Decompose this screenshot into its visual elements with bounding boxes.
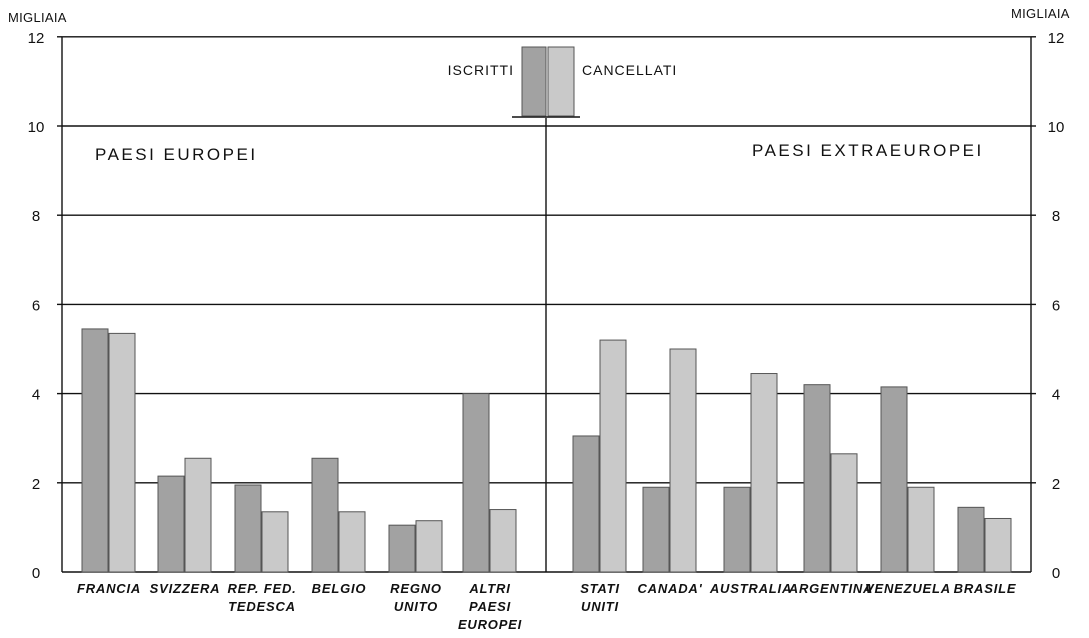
left-unit-label: MIGLIAIA [8, 10, 67, 25]
x-tick-label-6-0: STATI [580, 581, 620, 596]
x-tick-label-6-1: UNITI [581, 599, 619, 614]
bar-iscritti-3 [311, 457, 339, 573]
x-tick-label-0-0: FRANCIA [77, 581, 141, 596]
bar-cancellati-8 [750, 373, 778, 573]
right-unit-label: MIGLIAIA [1011, 6, 1070, 21]
x-tick-label-4-0: REGNO [390, 581, 442, 596]
x-tick-label-3-0: BELGIO [312, 581, 367, 596]
y-tick-left-6: 6 [32, 297, 40, 314]
x-tick-label-10-0: VENEZUELA [865, 581, 951, 596]
grid-layer [57, 36, 1036, 573]
bar-iscritti-10 [880, 386, 908, 573]
bar-cancellati-3 [338, 511, 366, 573]
bar-cancellati-2 [261, 511, 289, 573]
bar-cancellati-0 [108, 332, 136, 573]
bar-cancellati-5 [489, 509, 517, 573]
y-tick-right-4: 4 [1052, 387, 1060, 404]
y-tick-left-12: 12 [28, 30, 45, 47]
bar-cancellati-10 [907, 486, 935, 573]
x-tick-label-5-1: PAESI [469, 599, 511, 614]
bar-cancellati-9 [830, 453, 858, 573]
x-tick-label-8-0: AUSTRALIA [709, 581, 792, 596]
bars-layer [81, 46, 1012, 573]
bar-iscritti-1 [157, 475, 185, 573]
bar-cancellati-1 [184, 457, 212, 573]
x-tick-label-4-1: UNITO [394, 599, 438, 614]
y-tick-right-6: 6 [1052, 297, 1060, 314]
legend-swatch-iscritti [521, 46, 547, 117]
y-tick-right-8: 8 [1052, 208, 1060, 225]
y-tick-left-2: 2 [32, 476, 40, 493]
bar-cancellati-4 [415, 520, 443, 573]
x-tick-label-2-1: TEDESCA [228, 599, 296, 614]
x-tick-label-1-0: SVIZZERA [150, 581, 221, 596]
bar-iscritti-0 [81, 328, 109, 573]
x-tick-label-11-0: BRASILE [954, 581, 1017, 596]
x-tick-label-5-0: ALTRI [468, 581, 510, 596]
bar-iscritti-11 [957, 506, 985, 573]
bar-iscritti-5 [462, 393, 490, 573]
y-tick-right-12: 12 [1048, 30, 1065, 47]
group-label-extra-europe: PAESI EXTRAEUROPEI [752, 141, 984, 160]
x-tick-label-9-0: ARGENTINA [788, 581, 873, 596]
y-tick-right-2: 2 [1052, 476, 1060, 493]
bar-cancellati-6 [599, 339, 627, 573]
bar-iscritti-2 [234, 484, 262, 573]
x-tick-label-5-2: EUROPEI [458, 617, 522, 632]
legend-swatch-cancellati [547, 46, 575, 117]
y-tick-left-10: 10 [28, 119, 45, 136]
bar-iscritti-4 [388, 524, 416, 573]
bar-cancellati-7 [669, 348, 697, 573]
bar-iscritti-6 [572, 435, 600, 573]
y-tick-left-4: 4 [32, 387, 40, 404]
bar-iscritti-8 [723, 486, 751, 573]
bar-iscritti-7 [642, 486, 670, 573]
y-tick-left-0: 0 [32, 565, 40, 582]
legend-label-cancellati: CANCELLATI [582, 62, 677, 78]
legend-label-iscritti: ISCRITTI [448, 62, 514, 78]
group-label-europe: PAESI EUROPEI [95, 145, 258, 164]
text-layer: MIGLIAIA MIGLIAIA PAESI EUROPEI PAESI EX… [8, 6, 1070, 632]
bar-iscritti-9 [803, 384, 831, 573]
y-tick-right-10: 10 [1048, 119, 1065, 136]
bar-cancellati-11 [984, 517, 1012, 573]
y-tick-left-8: 8 [32, 208, 40, 225]
y-tick-right-0: 0 [1052, 565, 1060, 582]
x-tick-label-7-0: CANADA' [637, 581, 702, 596]
x-tick-label-2-0: REP. FED. [227, 581, 296, 596]
